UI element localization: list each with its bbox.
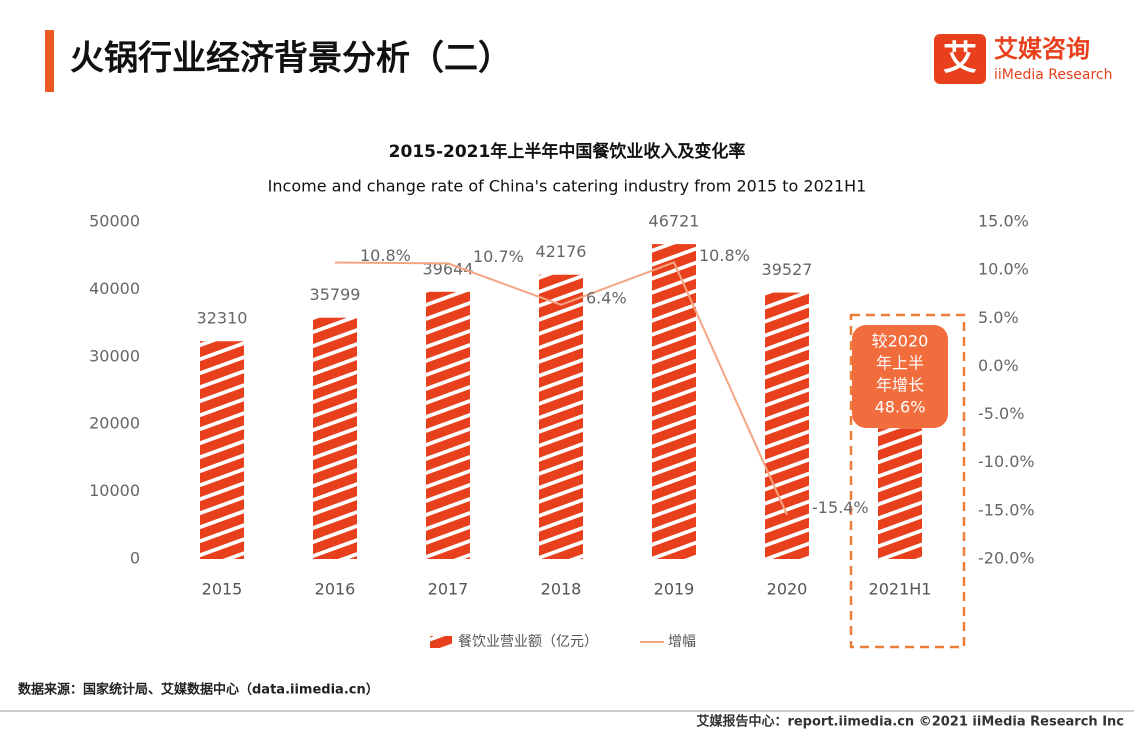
page-title: 火锅行业经济背景分析（二） [70,39,512,79]
bar-value-label: 39527 [762,260,813,279]
bar [539,274,583,559]
line [334,261,788,516]
y2-tick-label: 5.0% [978,308,1019,327]
line-value-label: 10.7% [473,247,524,266]
x-tick-label: 2020 [767,580,808,599]
x-tick-label: 2015 [202,580,243,599]
bar-value-label: 32310 [197,309,248,328]
bar-value-label: 35799 [310,285,361,304]
line-value-label: -15.4% [812,498,869,517]
bar [426,291,470,559]
y2-tick-label: -20.0% [978,549,1035,568]
source: 数据来源：国家统计局、艾媒数据中心（data.iimedia.cn） [18,682,379,698]
x-tick-label: 2016 [315,580,356,599]
y-tick-label: 30000 [89,346,140,365]
legend-label: 餐饮业营业额（亿元） [458,634,598,650]
x-tick-label: 2021H1 [869,580,932,599]
line-value-label: 10.8% [699,246,750,265]
y-tick-label: 40000 [89,279,140,298]
bar [200,341,244,559]
y2-tick-label: -15.0% [978,500,1035,519]
legend-label: 增幅 [668,634,696,650]
title-accent [45,30,54,92]
x-tick-label: 2019 [654,580,695,599]
y2-tick-label: 15.0% [978,212,1029,231]
annotation-bubble [852,325,948,428]
y2-tick-label: 0.0% [978,356,1019,375]
bar-value-label: 39644 [423,259,474,278]
bar [652,244,696,559]
logo-icon: 艾 [943,39,977,79]
logo-cn: 艾媒咨询 [994,35,1090,63]
highlight-box [849,313,966,649]
x-tick-label: 2017 [428,580,469,599]
annotation: 年增长 [876,376,924,395]
y-tick-label: 20000 [89,414,140,433]
bar-value-label: 46721 [649,212,700,231]
legend-swatch [430,636,452,648]
chart-subtitle: Income and change rate of China's cateri… [268,177,867,196]
logo-en: iiMedia Research [994,67,1113,83]
y-tick-label: 0 [130,549,140,568]
bar [765,292,809,559]
y2-tick-label: -10.0% [978,452,1035,471]
bar [878,428,922,559]
annotation: 较2020 [872,332,929,351]
credit: 艾媒报告中心：report.iimedia.cn ©2021 iiMedia R… [696,714,1124,730]
y2-tick-label: 10.0% [978,260,1029,279]
annotation: 年上半 [876,354,924,373]
y-tick-label: 50000 [89,212,140,231]
bar [313,317,357,559]
y-tick-label: 10000 [89,481,140,500]
y2-tick-label: -5.0% [978,404,1024,423]
bar-value-label: 42176 [536,242,587,261]
logo-icon-bg [934,34,986,84]
x-tick-label: 2018 [541,580,582,599]
line-value-label: 6.4% [586,288,627,307]
annotation: 48.6% [875,398,926,417]
line-value-label: 10.8% [360,246,411,265]
chart-title: 2015-2021年上半年中国餐饮业收入及变化率 [389,141,746,162]
